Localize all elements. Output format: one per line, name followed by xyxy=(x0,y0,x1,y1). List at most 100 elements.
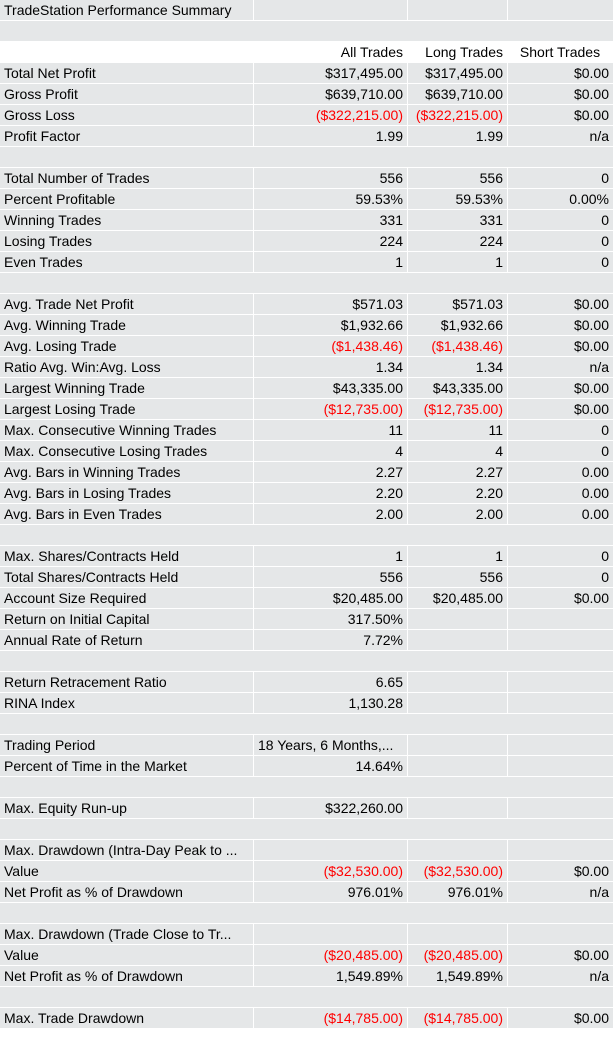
metric-value-short-trades: $0.00 xyxy=(508,378,614,399)
metric-value-long-trades: 331 xyxy=(408,210,508,231)
metric-row: Value ($20,485.00) ($20,485.00) $0.00 xyxy=(0,945,614,966)
metric-value-long-trades: ($1,438.46) xyxy=(408,336,508,357)
metric-value-short-trades: 0 xyxy=(508,567,614,588)
metric-value-long-trades xyxy=(408,756,508,777)
metric-value-all-trades: 2.00 xyxy=(254,504,408,525)
metric-value-all-trades: 11 xyxy=(254,420,408,441)
metric-label: Total Net Profit xyxy=(0,63,254,84)
metric-row: Trading Period 18 Years, 6 Months,... xyxy=(0,735,614,756)
metric-value-short-trades: $0.00 xyxy=(508,315,614,336)
metric-value-long-trades xyxy=(408,840,508,861)
metric-value-all-trades: 976.01% xyxy=(254,882,408,903)
metric-value-all-trades: ($1,438.46) xyxy=(254,336,408,357)
metric-label: Max. Consecutive Winning Trades xyxy=(0,420,254,441)
metric-value-long-trades: 59.53% xyxy=(408,189,508,210)
metric-value-short-trades: 0 xyxy=(508,441,614,462)
metric-row: Return Retracement Ratio 6.65 xyxy=(0,672,614,693)
metric-label: Max. Drawdown (Trade Close to Tr... xyxy=(0,924,254,945)
metric-label: Max. Drawdown (Intra-Day Peak to ... xyxy=(0,840,254,861)
metric-value-short-trades: n/a xyxy=(508,966,614,987)
metric-value-short-trades: $0.00 xyxy=(508,336,614,357)
metric-value-long-trades xyxy=(408,630,508,651)
spacer-cell xyxy=(0,525,614,546)
spacer-row xyxy=(0,903,614,924)
spacer-row xyxy=(0,525,614,546)
spacer-cell xyxy=(0,21,614,42)
metric-row: Largest Winning Trade $43,335.00 $43,335.0… xyxy=(0,378,614,399)
empty-cell xyxy=(508,0,614,21)
metric-value-short-trades: $0.00 xyxy=(508,1008,614,1029)
metric-label: Winning Trades xyxy=(0,210,254,231)
metric-value-short-trades: 0 xyxy=(508,210,614,231)
metric-row: Max. Drawdown (Trade Close to Tr... xyxy=(0,924,614,945)
metric-value-short-trades xyxy=(508,609,614,630)
metric-value-long-trades: $571.03 xyxy=(408,294,508,315)
metric-row: Ratio Avg. Win:Avg. Loss 1.34 1.34 n/a xyxy=(0,357,614,378)
metric-value-all-trades: $1,932.66 xyxy=(254,315,408,336)
spacer-cell xyxy=(0,714,614,735)
header-corner-cell xyxy=(0,42,254,63)
metric-label: Total Number of Trades xyxy=(0,168,254,189)
metric-label: Max. Trade Drawdown xyxy=(0,1008,254,1029)
metric-row: Avg. Losing Trade ($1,438.46) ($1,438.46) $… xyxy=(0,336,614,357)
metric-value-short-trades: $0.00 xyxy=(508,294,614,315)
metric-row: Avg. Bars in Even Trades 2.00 2.00 0.00 xyxy=(0,504,614,525)
metric-value-all-trades: 1 xyxy=(254,252,408,273)
metric-value-long-trades: 4 xyxy=(408,441,508,462)
spacer-row xyxy=(0,777,614,798)
metric-row: Max. Trade Drawdown ($14,785.00) ($14,785.… xyxy=(0,1008,614,1029)
metric-value-short-trades: 0 xyxy=(508,168,614,189)
metric-value-all-trades: $20,485.00 xyxy=(254,588,408,609)
metric-label: Largest Losing Trade xyxy=(0,399,254,420)
metric-label: Gross Loss xyxy=(0,105,254,126)
metric-value-long-trades: ($12,735.00) xyxy=(408,399,508,420)
metric-value-long-trades: $20,485.00 xyxy=(408,588,508,609)
metric-value-long-trades xyxy=(408,924,508,945)
metric-row: Annual Rate of Return 7.72% xyxy=(0,630,614,651)
metric-value-all-trades: ($32,530.00) xyxy=(254,861,408,882)
metric-value-short-trades: $0.00 xyxy=(508,105,614,126)
metric-label: Max. Equity Run-up xyxy=(0,798,254,819)
metric-label: Return on Initial Capital xyxy=(0,609,254,630)
metric-value-all-trades: 1.34 xyxy=(254,357,408,378)
metric-label: RINA Index xyxy=(0,693,254,714)
metric-value-long-trades: $43,335.00 xyxy=(408,378,508,399)
metric-value-long-trades: ($322,215.00) xyxy=(408,105,508,126)
metric-value-all-trades xyxy=(254,924,408,945)
metric-row: Avg. Bars in Losing Trades 2.20 2.20 0.00 xyxy=(0,483,614,504)
metric-label: Profit Factor xyxy=(0,126,254,147)
metric-value-all-trades: ($12,735.00) xyxy=(254,399,408,420)
metric-row: Total Net Profit $317,495.00 $317,495.00 $0… xyxy=(0,63,614,84)
metric-row: Total Number of Trades 556 556 0 xyxy=(0,168,614,189)
metric-value-long-trades: ($32,530.00) xyxy=(408,861,508,882)
metric-label: Avg. Bars in Losing Trades xyxy=(0,483,254,504)
metric-row: Max. Shares/Contracts Held 1 1 0 xyxy=(0,546,614,567)
metric-value-all-trades: ($20,485.00) xyxy=(254,945,408,966)
metric-value-long-trades: 2.00 xyxy=(408,504,508,525)
metric-value-short-trades xyxy=(508,924,614,945)
metric-value-short-trades: n/a xyxy=(508,126,614,147)
metric-label: Ratio Avg. Win:Avg. Loss xyxy=(0,357,254,378)
metric-value-short-trades xyxy=(508,693,614,714)
metric-label: Trading Period xyxy=(0,735,254,756)
metric-value-all-trades: ($322,215.00) xyxy=(254,105,408,126)
metric-row: Max. Consecutive Winning Trades 11 11 0 xyxy=(0,420,614,441)
spacer-row xyxy=(0,714,614,735)
metric-value-long-trades xyxy=(408,609,508,630)
metric-value-short-trades: $0.00 xyxy=(508,399,614,420)
metric-row: Percent of Time in the Market 14.64% xyxy=(0,756,614,777)
metric-value-all-trades: 2.20 xyxy=(254,483,408,504)
spacer-cell xyxy=(0,777,614,798)
metric-label: Avg. Bars in Even Trades xyxy=(0,504,254,525)
column-header-all-trades: All Trades xyxy=(254,42,408,63)
metric-label: Net Profit as % of Drawdown xyxy=(0,966,254,987)
metric-value-short-trades xyxy=(508,735,614,756)
metric-value-all-trades: 1 xyxy=(254,546,408,567)
metric-value-short-trades: $0.00 xyxy=(508,945,614,966)
metric-value-long-trades: $1,932.66 xyxy=(408,315,508,336)
metric-label: Percent of Time in the Market xyxy=(0,756,254,777)
spacer-cell xyxy=(0,651,614,672)
metric-value-short-trades xyxy=(508,756,614,777)
metric-value-short-trades: 0.00% xyxy=(508,189,614,210)
